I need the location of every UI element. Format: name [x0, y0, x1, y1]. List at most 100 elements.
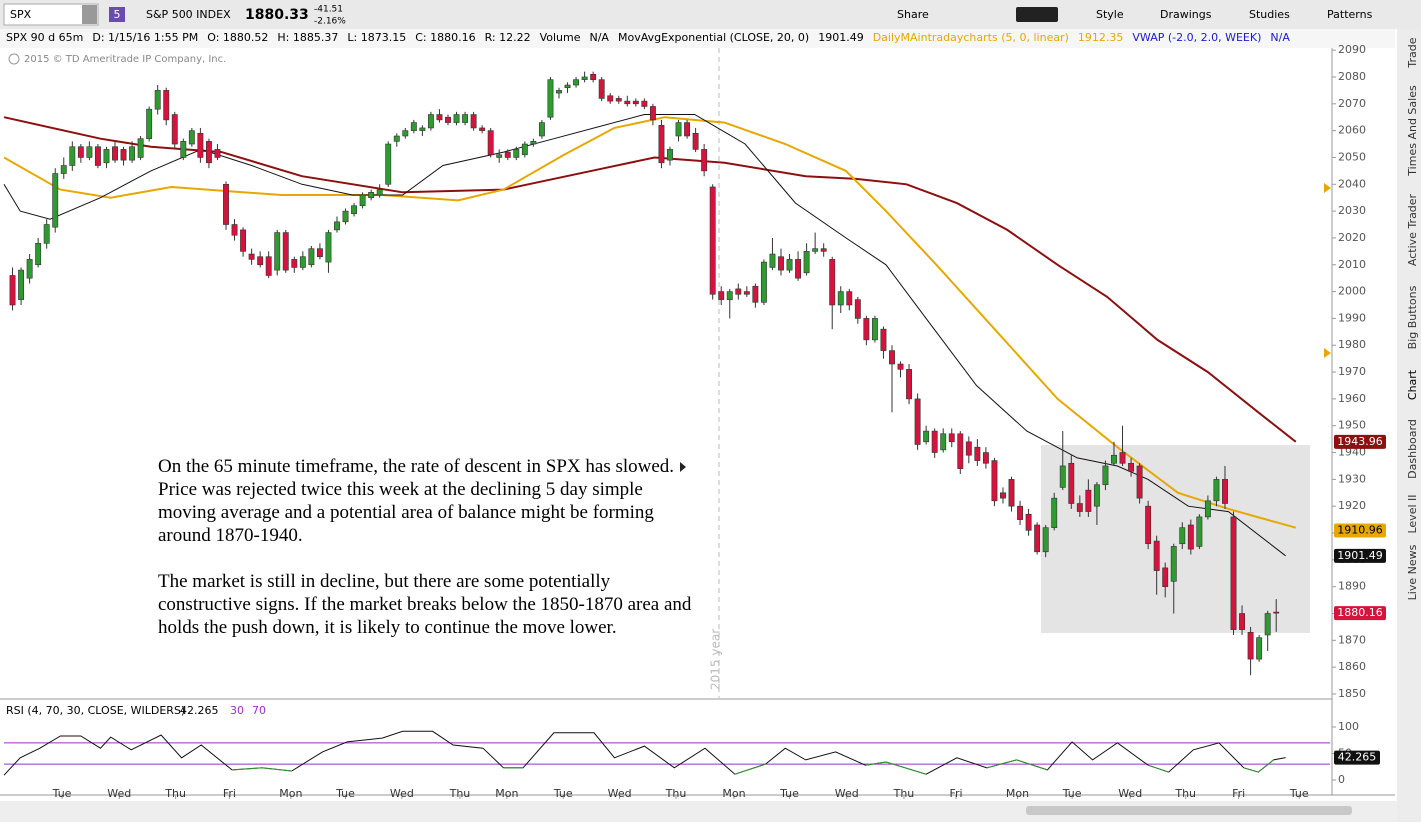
- candle-body: [547, 79, 554, 118]
- x-tick-label: Tue: [335, 787, 355, 800]
- annotation-paragraph: The market is still in decline, but ther…: [158, 571, 692, 638]
- side-tab[interactable]: Chart: [1406, 369, 1419, 400]
- candle-body: [282, 232, 289, 271]
- y-tick-label: 1990: [1338, 311, 1366, 324]
- x-tick-label: Wed: [390, 787, 414, 800]
- candle-body: [376, 189, 383, 196]
- candle-body: [248, 253, 255, 260]
- info-item: MovAvgExponential (CLOSE, 20, 0): [618, 31, 809, 44]
- x-tick-label: Thu: [893, 787, 915, 800]
- candle-body: [624, 100, 631, 105]
- candle-body: [1085, 489, 1092, 512]
- change-pct: -2.16%: [314, 17, 346, 27]
- x-tick-label: Fri: [949, 787, 962, 800]
- share-button[interactable]: Share: [897, 8, 929, 21]
- candle-body: [52, 173, 59, 228]
- candle-body: [496, 154, 503, 158]
- candle-body: [923, 430, 930, 443]
- time-button[interactable]: [1016, 7, 1058, 22]
- side-tab[interactable]: Active Trader: [1406, 193, 1419, 266]
- candle-body: [573, 79, 580, 86]
- side-tab[interactable]: Big Buttons: [1406, 285, 1419, 349]
- candle-body: [316, 248, 323, 258]
- symbol-box[interactable]: [3, 3, 99, 26]
- y-tick-label: 2000: [1338, 285, 1366, 298]
- y-tick-label: 2090: [1338, 43, 1366, 56]
- candle-body: [1128, 462, 1135, 472]
- side-tab[interactable]: Dashboard: [1406, 419, 1419, 479]
- y-tick-label: 0: [1338, 773, 1345, 786]
- side-tab[interactable]: Trade: [1406, 37, 1419, 68]
- rsi-low-segment: [1257, 759, 1274, 773]
- side-tab[interactable]: Times And Sales: [1406, 85, 1419, 177]
- rsi-low-segment: [986, 759, 1017, 769]
- info-item: R: 12.22: [485, 31, 531, 44]
- candle-body: [914, 398, 921, 445]
- x-tick-label: Tue: [779, 787, 799, 800]
- candle-body: [60, 165, 67, 174]
- candle-body: [1102, 465, 1109, 486]
- candle-body: [837, 291, 844, 306]
- candle-body: [982, 452, 989, 464]
- candle-body: [1153, 540, 1160, 571]
- candle-body: [257, 256, 264, 266]
- scrollbar[interactable]: [1026, 806, 1352, 815]
- candle-body: [94, 146, 101, 166]
- candle-body: [427, 114, 434, 129]
- price-label-bg: [1334, 523, 1386, 538]
- info-item: L: 1873.15: [347, 31, 406, 44]
- candle-body: [214, 149, 221, 158]
- info-item: VWAP (-2.0, 2.0, WEEK): [1132, 31, 1261, 44]
- candle-body: [615, 98, 622, 102]
- candle-body: [393, 135, 400, 142]
- y-tick-label: 1920: [1338, 499, 1366, 512]
- candle-body: [351, 205, 358, 215]
- symbol-dropdown[interactable]: [82, 5, 97, 24]
- info-item: Volume: [540, 31, 581, 44]
- candle-body: [931, 430, 938, 453]
- candle-body: [359, 194, 366, 207]
- candle-body: [649, 106, 656, 121]
- y-tick-label: 1890: [1338, 580, 1366, 593]
- candle-body: [1034, 524, 1041, 553]
- candle-body: [846, 291, 853, 306]
- candle-body: [26, 259, 33, 279]
- side-tab[interactable]: Level II: [1406, 494, 1419, 533]
- candle-body: [607, 95, 614, 102]
- x-tick-label: Wed: [835, 787, 859, 800]
- candle-body: [675, 122, 682, 137]
- side-tabs: [1397, 29, 1421, 822]
- candle-body: [334, 221, 340, 231]
- x-tick-label: Tue: [1062, 787, 1082, 800]
- change: -41.51: [314, 5, 343, 15]
- side-tab[interactable]: Live News: [1406, 544, 1419, 600]
- candle-body: [299, 256, 306, 268]
- candle-body: [231, 224, 238, 236]
- candle-body: [581, 76, 588, 80]
- rsi-low-segment: [261, 767, 292, 772]
- style-button[interactable]: Style: [1096, 8, 1124, 21]
- candle-body: [1051, 497, 1058, 528]
- candle-body: [171, 114, 178, 145]
- candle-body: [120, 149, 127, 161]
- x-tick-label: Fri: [223, 787, 236, 800]
- info-item: O: 1880.52: [207, 31, 268, 44]
- x-tick-label: Wed: [608, 787, 632, 800]
- year-label: 2015 year: [709, 629, 723, 690]
- candle-body: [112, 146, 118, 161]
- patterns-button[interactable]: Patterns: [1327, 8, 1373, 21]
- candle-body: [880, 328, 887, 351]
- candle-body: [103, 149, 110, 164]
- candle-body: [598, 79, 605, 99]
- studies-button[interactable]: Studies: [1249, 8, 1290, 21]
- x-tick-label: Wed: [1118, 787, 1142, 800]
- drawings-button[interactable]: Drawings: [1160, 8, 1212, 21]
- candle-body: [43, 224, 50, 244]
- rsi-low-segment: [865, 761, 887, 766]
- rsi-low-segment: [1016, 759, 1048, 771]
- symbol: SPX: [10, 8, 32, 21]
- candle-body: [1204, 500, 1211, 518]
- annotation-paragraph: On the 65 minute timeframe, the rate of …: [158, 456, 675, 546]
- price-label: 1943.96: [1337, 435, 1383, 448]
- y-tick-label: 100: [1338, 720, 1359, 733]
